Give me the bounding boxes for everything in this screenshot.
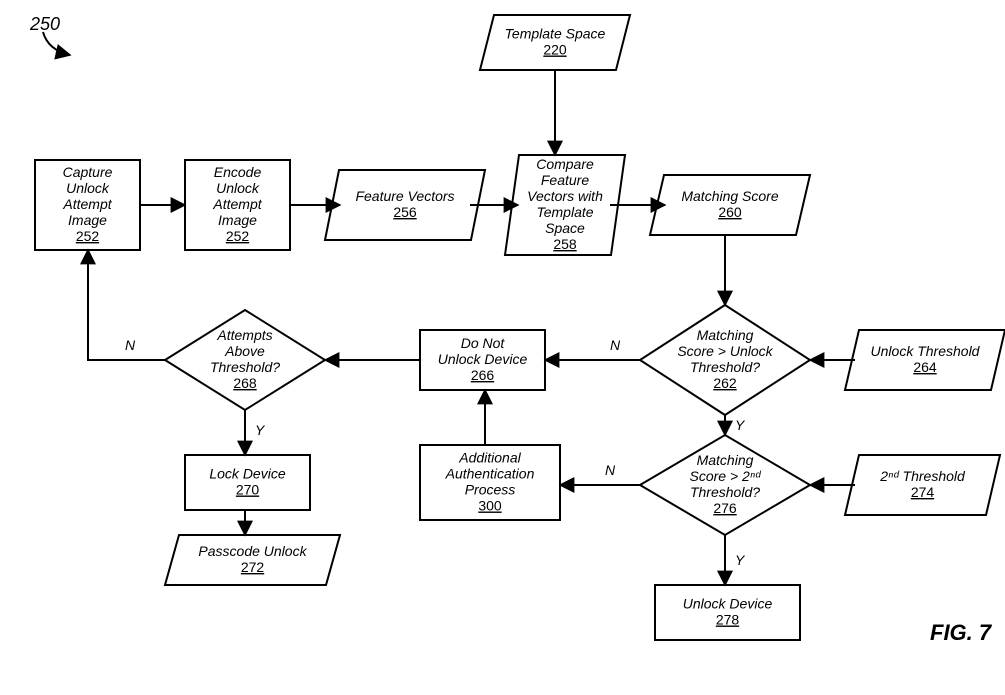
node-label: Threshold? <box>690 359 760 375</box>
node-label: Score > 2ⁿᵈ <box>690 468 762 484</box>
node-label: Threshold? <box>210 359 280 375</box>
node-n258: CompareFeatureVectors withTemplateSpace2… <box>505 155 625 255</box>
node-n270: Lock Device270 <box>185 455 310 510</box>
node-n262: MatchingScore > UnlockThreshold?262 <box>640 305 810 415</box>
edge-7: N <box>545 337 640 360</box>
node-label: Vectors with <box>527 188 603 204</box>
node-label: Lock Device <box>209 466 285 482</box>
svg-text:250: 250 <box>29 14 60 34</box>
node-label: Template Space <box>505 26 606 42</box>
node-n256: Feature Vectors256 <box>325 170 485 240</box>
node-label: Template <box>536 204 593 220</box>
node-ref: 274 <box>911 484 935 500</box>
node-label: Unlock Threshold <box>871 343 981 359</box>
node-label: Compare <box>536 156 594 172</box>
edge-12: Y <box>725 415 746 435</box>
node-label: Capture <box>63 164 113 180</box>
node-ref: 252 <box>76 228 100 244</box>
node-label: Threshold? <box>690 484 760 500</box>
node-ref: 270 <box>236 482 260 498</box>
node-label: Image <box>218 212 257 228</box>
edge-9: N <box>88 250 165 360</box>
node-label: Unlock Device <box>438 351 528 367</box>
node-label: Score > Unlock <box>677 343 773 359</box>
node-label: Unlock <box>66 180 110 196</box>
node-ref: 258 <box>553 236 577 252</box>
node-n220: Template Space220 <box>480 15 630 70</box>
node-ref: 266 <box>471 367 495 383</box>
node-label: 2ⁿᵈ Threshold <box>879 468 966 484</box>
node-n276: MatchingScore > 2ⁿᵈThreshold?276 <box>640 435 810 535</box>
node-label: Feature Vectors <box>355 188 454 204</box>
node-label: Matching <box>697 327 754 343</box>
edge-label: N <box>610 337 621 353</box>
node-label: Attempt <box>62 196 112 212</box>
node-label: Do Not <box>461 335 506 351</box>
node-ref: 256 <box>393 204 417 220</box>
node-label: Unlock <box>216 180 260 196</box>
node-ref: 252 <box>226 228 250 244</box>
node-n252a: CaptureUnlockAttemptImage252 <box>35 160 140 250</box>
node-label: Process <box>465 482 516 498</box>
node-n272: Passcode Unlock272 <box>165 535 340 585</box>
node-label: Matching <box>697 452 754 468</box>
node-n266: Do NotUnlock Device266 <box>420 330 545 390</box>
edge-label: Y <box>255 422 266 438</box>
node-label: Authentication <box>445 466 535 482</box>
edge-16: Y <box>725 535 746 585</box>
edge-label: N <box>125 337 136 353</box>
node-label: Unlock Device <box>683 596 773 612</box>
node-n300: AdditionalAuthenticationProcess300 <box>420 445 560 520</box>
node-label: Attempt <box>212 196 262 212</box>
node-ref: 300 <box>478 498 502 514</box>
node-ref: 278 <box>716 612 740 628</box>
node-label: Encode <box>214 164 262 180</box>
node-ref: 262 <box>713 375 737 391</box>
node-ref: 268 <box>233 375 257 391</box>
figure-label: FIG. 7 <box>930 620 993 645</box>
node-ref: 260 <box>718 204 742 220</box>
node-n260: Matching Score260 <box>650 175 810 235</box>
flowchart-canvas: 250Template Space220CaptureUnlockAttempt… <box>0 0 1005 695</box>
node-label: Space <box>545 220 585 236</box>
node-label: Image <box>68 212 107 228</box>
edge-label: Y <box>735 417 746 433</box>
node-label: Additional <box>458 450 521 466</box>
node-ref: 272 <box>241 559 265 575</box>
edge-10: Y <box>245 410 266 455</box>
node-ref: 220 <box>543 42 567 58</box>
node-label: Attempts <box>216 327 272 343</box>
node-n274: 2ⁿᵈ Threshold274 <box>845 455 1000 515</box>
node-label: Passcode Unlock <box>198 543 307 559</box>
node-n268: AttemptsAboveThreshold?268 <box>165 310 325 410</box>
edge-label: N <box>605 462 616 478</box>
node-n278: Unlock Device278 <box>655 585 800 640</box>
node-label: Matching Score <box>681 188 778 204</box>
node-ref: 264 <box>913 359 937 375</box>
edge-label: Y <box>735 552 746 568</box>
diagram-reference: 250 <box>29 14 70 55</box>
node-n252b: EncodeUnlockAttemptImage252 <box>185 160 290 250</box>
node-label: Feature <box>541 172 589 188</box>
node-n264: Unlock Threshold264 <box>845 330 1005 390</box>
edge-14: N <box>560 462 640 485</box>
node-ref: 276 <box>713 500 737 516</box>
node-label: Above <box>224 343 265 359</box>
